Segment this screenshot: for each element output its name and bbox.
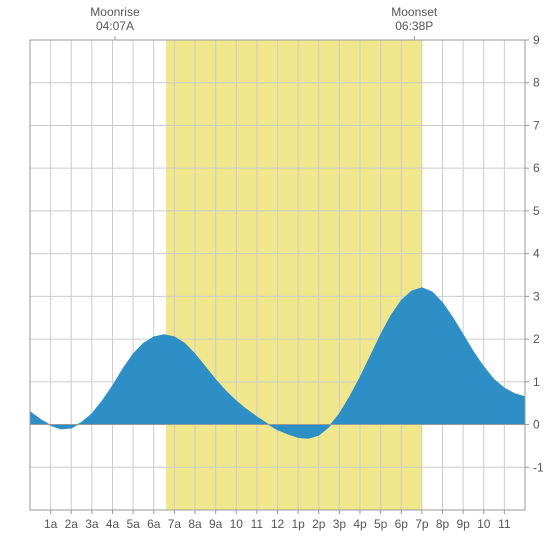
x-tick-label: 8p [436, 517, 450, 531]
y-tick-label: 5 [533, 204, 540, 218]
y-tick-label: 9 [533, 33, 540, 47]
x-tick-label: 11 [498, 517, 511, 531]
x-tick-label: 3p [333, 517, 347, 531]
x-tick-label: 4a [106, 517, 120, 531]
moonrise-time: 04:07A [96, 19, 134, 33]
x-tick-label: 10 [477, 517, 491, 531]
y-tick-label: 0 [533, 418, 540, 432]
y-tick-label: 1 [533, 375, 540, 389]
x-tick-label: 8a [188, 517, 202, 531]
x-tick-label: 3a [85, 517, 99, 531]
y-tick-label: 6 [533, 161, 540, 175]
chart-svg: Moonrise04:07AMoonset06:38P-101234567891… [0, 0, 550, 550]
x-tick-label: 4p [353, 517, 367, 531]
moonset-time: 06:38P [395, 19, 433, 33]
x-tick-label: 2a [65, 517, 79, 531]
x-tick-label: 1p [291, 517, 305, 531]
daylight-band [166, 40, 422, 510]
x-tick-label: 1a [44, 517, 58, 531]
x-tick-label: 11 [251, 517, 264, 531]
x-tick-label: 10 [230, 517, 244, 531]
y-tick-label: 8 [533, 76, 540, 90]
y-tick-label: 2 [533, 332, 540, 346]
y-tick-label: 4 [533, 247, 540, 261]
x-tick-label: 9p [456, 517, 470, 531]
y-tick-label: -1 [533, 460, 544, 474]
x-tick-label: 9a [209, 517, 223, 531]
tide-chart: Moonrise04:07AMoonset06:38P-101234567891… [0, 0, 550, 550]
x-tick-label: 6p [395, 517, 409, 531]
x-tick-label: 12 [271, 517, 285, 531]
x-tick-label: 7a [168, 517, 182, 531]
y-tick-label: 7 [533, 118, 540, 132]
moonset-label: Moonset [391, 5, 438, 19]
x-tick-label: 7p [415, 517, 429, 531]
y-tick-label: 3 [533, 289, 540, 303]
x-tick-label: 5p [374, 517, 388, 531]
x-tick-label: 5a [126, 517, 140, 531]
x-tick-label: 2p [312, 517, 326, 531]
moonrise-label: Moonrise [90, 5, 140, 19]
x-tick-label: 6a [147, 517, 161, 531]
